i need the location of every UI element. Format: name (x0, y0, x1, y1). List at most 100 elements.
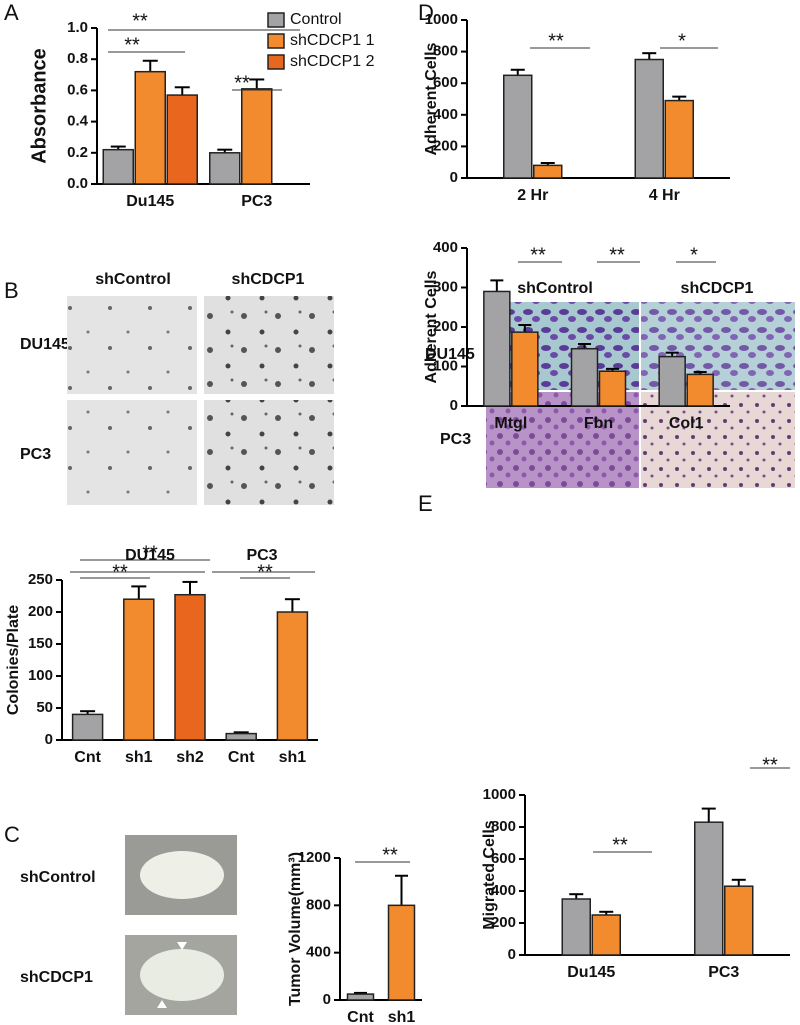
significance-label: * (690, 244, 698, 266)
y-tick-label: 200 (433, 137, 458, 154)
y-tick-label: 300 (433, 278, 458, 295)
group-label: PC3 (246, 547, 277, 564)
y-tick-label: 0 (45, 731, 53, 748)
y-axis-label: Adherent Cells (423, 42, 440, 155)
y-tick-label: 400 (306, 944, 331, 961)
bar (591, 914, 621, 956)
significance-label: ** (609, 244, 625, 266)
significance-label: ** (142, 542, 158, 564)
bar (634, 58, 664, 179)
invasion-image (641, 392, 795, 488)
y-tick-label: 200 (491, 914, 516, 931)
y-axis-label: Colonies/Plate (5, 605, 22, 715)
y-tick-label: 50 (36, 699, 53, 716)
legend-label: Control (290, 11, 342, 28)
y-tick-label: 1.0 (67, 19, 88, 36)
image-row-label: shControl (20, 869, 96, 886)
panel-letter: D (418, 0, 434, 25)
y-tick-label: 0.0 (67, 175, 88, 192)
bar (483, 290, 511, 407)
bar (664, 99, 694, 179)
y-axis-label: Migrated Cells (481, 820, 498, 929)
y-tick-label: 1000 (483, 786, 516, 803)
x-tick-label: Cnt (347, 1009, 374, 1025)
bar (686, 373, 714, 407)
significance-label: ** (612, 834, 628, 856)
bar (346, 993, 375, 1001)
panel-letter: C (4, 822, 20, 847)
mouse (140, 851, 224, 899)
y-tick-label: 400 (433, 106, 458, 123)
significance-label: ** (548, 30, 564, 52)
x-tick-label: sh2 (176, 749, 204, 766)
bar (598, 370, 627, 407)
x-tick-label: Du145 (126, 193, 174, 210)
x-tick-label: 4 Hr (649, 187, 680, 204)
bar (387, 904, 416, 1001)
bar (134, 70, 166, 185)
x-tick-label: sh1 (388, 1009, 416, 1025)
y-tick-label: 250 (28, 571, 53, 588)
legend-swatch (267, 12, 285, 28)
bar (570, 347, 599, 407)
bar (123, 598, 155, 741)
mouse (140, 949, 224, 1001)
y-tick-label: 100 (433, 357, 458, 374)
bar (561, 898, 591, 956)
x-tick-label: 2 Hr (517, 187, 548, 204)
y-tick-label: 0 (450, 397, 458, 414)
significance-label: * (678, 30, 686, 52)
legend-label: shCDCP1 1 (290, 32, 375, 49)
significance-label: ** (234, 72, 250, 94)
bar (225, 732, 257, 741)
image-row-label: DU145 (20, 336, 70, 353)
legend-swatch (267, 54, 285, 70)
group-label: DU145 (125, 547, 175, 564)
significance-label: ** (762, 754, 778, 776)
y-tick-label: 0 (323, 991, 331, 1008)
bar (174, 593, 206, 741)
bar (102, 148, 134, 185)
bar (533, 164, 563, 179)
x-tick-label: Mtgl (494, 415, 527, 432)
x-tick-label: Cnt (228, 749, 255, 766)
y-tick-label: 800 (306, 896, 331, 913)
bar (694, 821, 724, 956)
panel-letter: A (4, 0, 19, 25)
y-tick-label: 100 (28, 667, 53, 684)
significance-label: ** (132, 10, 148, 32)
bar (71, 713, 104, 741)
x-tick-label: sh1 (125, 749, 153, 766)
x-tick-label: PC3 (708, 964, 739, 981)
y-tick-label: 0 (508, 946, 516, 963)
colony-image (204, 400, 334, 505)
significance-label: ** (530, 244, 546, 266)
colony-image (67, 400, 197, 505)
image-column-label: shControl (95, 271, 171, 288)
y-tick-label: 200 (28, 603, 53, 620)
y-axis-label: Adherent Cells (423, 270, 440, 383)
x-tick-label: PC3 (241, 193, 272, 210)
bar (724, 885, 754, 956)
panel-letter: E (418, 491, 433, 516)
y-tick-label: 0.8 (67, 50, 88, 67)
y-tick-label: 0.4 (67, 113, 89, 130)
x-tick-label: sh1 (279, 749, 307, 766)
y-tick-label: 150 (28, 635, 53, 652)
panel-letter: B (4, 278, 19, 303)
y-tick-label: 600 (433, 74, 458, 91)
bar (503, 74, 533, 179)
image-row-label: PC3 (20, 446, 51, 463)
bar (241, 88, 273, 185)
bar (166, 94, 198, 185)
bar (276, 611, 309, 741)
legend-label: shCDCP1 2 (290, 53, 375, 70)
y-tick-label: 1200 (298, 849, 331, 866)
y-tick-label: 800 (491, 818, 516, 835)
image-column-label: shControl (517, 280, 593, 297)
y-tick-label: 1000 (425, 11, 458, 28)
legend-swatch (267, 33, 285, 49)
x-tick-label: Cnt (74, 749, 101, 766)
y-tick-label: 200 (433, 318, 458, 335)
